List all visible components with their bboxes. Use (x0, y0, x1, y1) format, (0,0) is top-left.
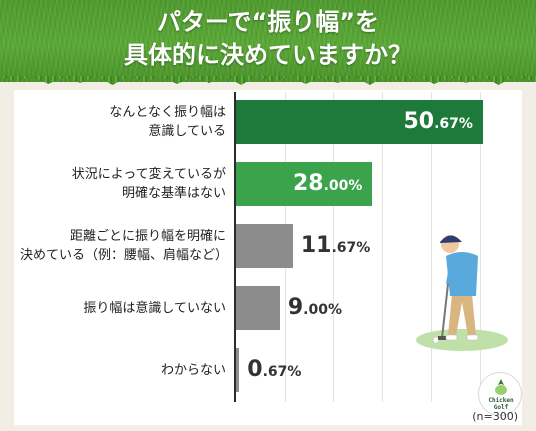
value-label-decimal: .00% (323, 178, 363, 194)
value-label-integer: 0 (247, 357, 263, 382)
shoe-left (445, 334, 458, 341)
logo-text-line-1: Chicken (488, 397, 514, 404)
category-label: 距離ごとに振り幅を明確に決めている（例：腰幅、肩幅など） (20, 227, 229, 265)
golfer-legs (448, 294, 476, 336)
logo-chicken-icon (495, 379, 507, 395)
title-line-1: パターで“振り幅”を (156, 8, 380, 36)
category-label: 振り幅は意識していない (20, 299, 226, 318)
title-banner (0, 0, 536, 82)
value-label: 9.00% (288, 296, 342, 322)
bar (236, 286, 280, 330)
value-label: 11.67% (301, 234, 370, 260)
golfer-arms (446, 260, 458, 286)
category-label-line: 明確な基準はない (121, 186, 226, 201)
category-label: わからない (20, 361, 226, 380)
grid-line (479, 92, 481, 402)
title-line-2: 具体的に決めていますか？ (124, 41, 412, 69)
category-label-line: 状況によって変えているが (71, 167, 226, 182)
bar (236, 162, 373, 206)
value-label-integer: 28 (292, 171, 324, 196)
bar (236, 100, 483, 144)
grid-line (333, 92, 335, 402)
category-label-line: なんとなく振り幅は (109, 105, 226, 120)
golfer-cap (440, 235, 462, 243)
putting-green (416, 329, 508, 351)
category-label: なんとなく振り幅は意識している (20, 103, 226, 141)
value-label-decimal: .00% (303, 302, 342, 318)
shoe-right (466, 334, 479, 341)
putter-head (438, 336, 446, 340)
category-label-line: 決めている（例：腰幅、肩幅など） (20, 248, 229, 263)
golfer-illustration (416, 235, 508, 351)
value-label: 28.00% (293, 172, 362, 198)
sample-size-note: (n=300) (472, 410, 518, 423)
category-axis-line (234, 92, 236, 402)
chart-title: パターで“振り幅”を 具体的に決めていますか？ (0, 6, 536, 72)
value-label-decimal: .67% (434, 116, 473, 132)
value-label: 50.67% (403, 110, 472, 136)
grid-line (430, 92, 432, 402)
category-label-line: 振り幅は意識していない (83, 300, 226, 316)
value-label: 0.67% (247, 358, 301, 384)
category-label-line: 意識している (148, 124, 226, 139)
value-label-decimal: .67% (331, 240, 371, 256)
category-label-line: わからない (160, 362, 226, 378)
bar (236, 224, 293, 268)
category-label: 状況によって変えているが明確な基準はない (20, 165, 226, 203)
value-label-integer: 9 (287, 295, 304, 320)
logo-text-line-2: Golf (493, 404, 509, 411)
putter-shaft (441, 283, 449, 339)
category-label-line: 距離ごとに振り幅を明確に (69, 229, 226, 244)
grid-line (382, 92, 384, 402)
bar (236, 348, 240, 392)
value-label-decimal: .67% (262, 364, 302, 380)
chicken-golf-logo: Chicken Golf (478, 372, 522, 416)
value-label-integer: 11 (300, 233, 332, 258)
value-label-integer: 50 (403, 109, 435, 134)
